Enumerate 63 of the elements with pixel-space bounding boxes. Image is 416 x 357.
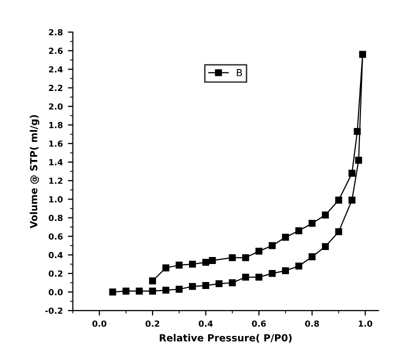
y-tick-label: 2.6 [48,48,63,54]
point [335,196,342,204]
point [268,270,276,277]
y-tick-label: 1.0 [49,196,63,202]
point [216,280,223,288]
y-tick-label: 2.4 [48,66,63,72]
y-tick-label: 0.2 [48,270,62,277]
y-tick-label: 2.8 [48,29,63,36]
point [322,243,329,250]
point [109,288,116,296]
y-tick-label: 0.6 [48,233,63,240]
y-tick-label: 0.8 [48,214,63,222]
point [162,286,170,294]
legend-label: B [236,69,242,76]
point [295,262,302,270]
y-tick-label: 0.0 [48,289,63,296]
x-tick-label: 0.8 [305,320,319,327]
x-tick-label: 0.6 [252,320,266,327]
y-tick-label: 1.2 [49,178,62,184]
y-tick-label: -0.2 [45,308,62,314]
x-tick-label: 0.4 [198,320,213,327]
x-tick-label: 0.0 [92,320,106,327]
point [149,288,156,295]
point [355,156,362,164]
point [162,264,170,272]
point [308,220,316,227]
point [176,262,183,269]
point [188,260,196,268]
point [282,267,289,274]
point [149,277,156,284]
point [282,234,289,241]
point [335,228,342,236]
y-tick-label: 2.0 [48,103,63,110]
point [354,128,361,135]
point [242,274,250,281]
point [255,274,262,281]
point [202,282,210,289]
point [208,256,216,264]
point [268,242,276,250]
point [308,253,316,260]
point [348,170,356,177]
y-axis-title: Volume @ STP( ml/g) [30,115,40,228]
y-tick-label: 0.4 [48,252,63,258]
point [228,254,236,262]
point [348,196,356,204]
y-tick-label: 1.4 [49,159,63,166]
point [188,282,196,290]
y-tick-label: 1.6 [49,140,63,147]
point [122,288,130,295]
point [202,258,210,266]
x-tick-label: 0.2 [146,320,160,327]
y-tick-label: 1.8 [49,122,63,128]
x-tick-label: 1.0 [358,320,372,327]
y-tick-label: 2.2 [48,84,62,91]
point [255,248,262,255]
point [242,254,250,262]
point [359,50,366,58]
point [228,279,236,286]
x-axis-title: Relative Pressure( P/P0) [160,334,292,343]
point [176,286,183,293]
point [322,212,329,218]
point [295,227,302,234]
point [136,288,143,295]
